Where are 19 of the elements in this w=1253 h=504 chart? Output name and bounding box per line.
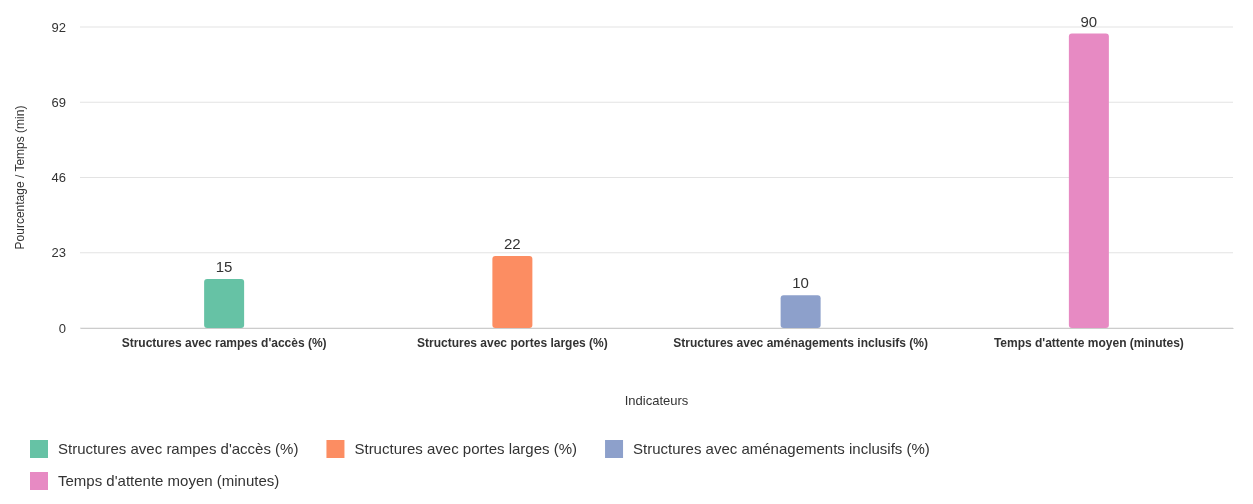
y-tick-label: 92 [51, 19, 66, 35]
y-axis-title: Pourcentage / Temps (min) [13, 105, 27, 250]
data-label: 22 [504, 235, 521, 253]
x-tick-label: Structures avec portes larges (%) [417, 335, 608, 350]
legend-label: Structures avec rampes d'accès (%) [58, 440, 299, 457]
data-label: 90 [1080, 12, 1098, 30]
x-tick-label: Structures avec aménagements inclusifs (%) [673, 335, 929, 350]
x-axis-title: Indicateurs [624, 393, 689, 408]
data-label: 15 [215, 257, 233, 275]
legend-label: Temps d'attente moyen (minutes) [58, 472, 280, 489]
x-tick-label: Temps d'attente moyen (minutes) [993, 335, 1184, 350]
y-tick-label: 69 [51, 94, 66, 110]
data-label: 10 [792, 274, 809, 292]
y-tick-label: 46 [51, 170, 66, 186]
y-tick-label: 0 [58, 320, 66, 336]
x-tick-label: Structures avec rampes d'accès (%) [121, 335, 327, 350]
y-tick-label: 23 [51, 245, 66, 261]
legend-label: Structures avec portes larges (%) [354, 440, 578, 457]
legend-label: Structures avec aménagements inclusifs (%) [633, 440, 930, 457]
